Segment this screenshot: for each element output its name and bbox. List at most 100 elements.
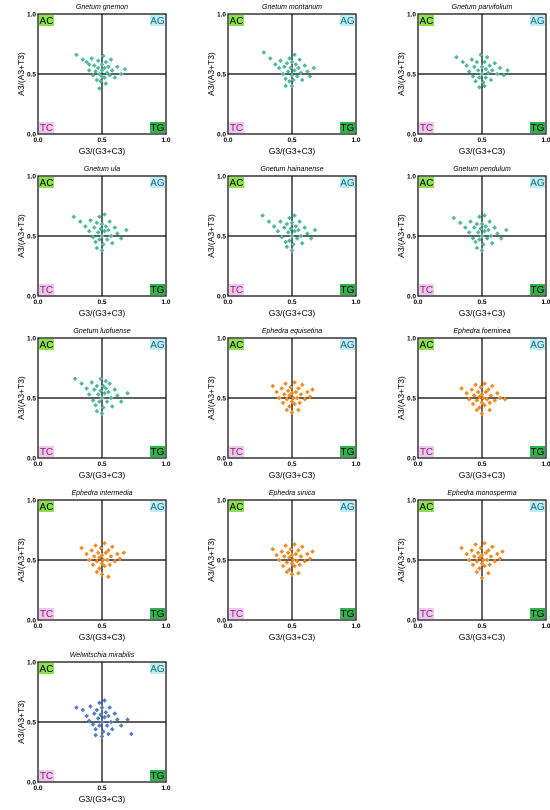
data-point <box>92 63 97 68</box>
data-point <box>100 242 106 247</box>
data-point <box>99 561 105 566</box>
x-tick-label: 0.0 <box>223 623 232 630</box>
y-tick-label: 1.0 <box>217 12 226 19</box>
data-point <box>90 72 96 78</box>
quadrant-label-tg-bg <box>530 608 545 619</box>
data-point <box>296 227 301 233</box>
data-point <box>93 543 98 548</box>
data-point <box>117 556 123 562</box>
quadrant-label-tg-bg <box>530 446 545 457</box>
scatter-svg: Ephedra foeminea AC AG TC TG 0.00.0 0.5 0.5 1.0 1… <box>396 328 550 480</box>
quadrant-label-ag-bg <box>150 501 165 512</box>
scatter-svg: Welwitschia mirabilis AC AG TC TG 0.00.0 0.5 0.… <box>16 652 171 804</box>
data-point <box>287 555 292 560</box>
y-axis-label: A3/(A3+T3) <box>396 376 406 420</box>
scatter-panel: Ephedra equisetina AC AG TC TG 0.0 0.0 0.5 0.5 1.… <box>206 324 378 482</box>
chart-title: Gnetum pendulum <box>453 166 511 173</box>
x-tick-label: 0.5 <box>97 137 106 144</box>
quadrant-label-tc-bg <box>229 122 244 133</box>
scatter-svg: Gnetum ula AC AG TC TG 0.00.0 0.5 0.5 1.0 1.0 G3/(… <box>16 166 171 318</box>
data-point <box>289 59 295 65</box>
data-point <box>106 548 111 553</box>
data-point <box>290 77 296 83</box>
scatter-svg: Gnetum luofuense AC AG TC TG 0.00.0 0.5 0.5 1.0 1… <box>16 328 171 480</box>
quadrant-label-tc-bg <box>39 122 54 133</box>
data-point <box>474 221 480 227</box>
data-point <box>479 233 485 239</box>
data-point <box>92 711 97 716</box>
data-point <box>99 221 105 227</box>
data-point <box>283 543 288 548</box>
data-point <box>274 552 279 558</box>
scatter-panel: Gnetum pendulum AC AG TC TG 0.0 0.0 0.5 0.5 1.0 1.… <box>396 162 550 320</box>
quadrant-label-ac-bg <box>419 177 434 188</box>
data-point <box>289 410 295 415</box>
data-point <box>488 554 494 559</box>
data-point <box>99 705 105 710</box>
data-point <box>474 59 480 65</box>
chart-title: Gnetum ula <box>84 166 120 173</box>
data-point <box>293 62 299 67</box>
x-tick-label: 1.0 <box>351 461 360 468</box>
data-point <box>93 239 98 245</box>
data-point <box>290 395 296 401</box>
quadrant-label-ac: AC <box>420 340 434 351</box>
x-tick-label: 1.0 <box>161 623 170 630</box>
y-tick-label: 0.5 <box>217 396 226 403</box>
quadrant-label-tc: TC <box>420 609 433 620</box>
quadrant-label-tg-bg <box>340 608 355 619</box>
y-tick-label: 0.5 <box>27 558 36 565</box>
x-tick-label: 1.0 <box>161 461 170 468</box>
x-tick-label: 1.0 <box>541 137 550 144</box>
data-point <box>99 572 105 577</box>
data-point <box>99 734 105 739</box>
data-point <box>93 732 98 738</box>
y-tick-label: 0.5 <box>217 558 226 565</box>
quadrant-label-tg-bg <box>530 122 545 133</box>
data-point <box>489 544 495 550</box>
data-point <box>454 54 459 60</box>
data-point <box>90 722 96 727</box>
quadrant-label-ac-bg <box>229 501 244 512</box>
data-point <box>289 561 295 566</box>
x-tick-label: 0.0 <box>33 623 42 630</box>
x-tick-label: 0.0 <box>413 461 422 468</box>
data-point <box>104 399 110 404</box>
quadrant-label-ag-bg <box>150 339 165 350</box>
data-point <box>504 227 509 233</box>
quadrant-label-tc-bg <box>419 122 434 133</box>
data-point <box>474 245 480 251</box>
scatter-svg: Ephedra intermedia AC AG TC TG 0.00.0 0.5 0.5 1.… <box>16 490 171 642</box>
y-tick-label: 0.5 <box>27 72 36 79</box>
data-point <box>103 386 109 391</box>
data-point <box>90 562 96 568</box>
data-point <box>97 700 102 706</box>
chart-title: Ephedra monosperma <box>447 490 516 497</box>
data-point <box>285 69 291 74</box>
data-point <box>294 74 300 79</box>
quadrant-label-tg: TG <box>151 609 165 620</box>
data-point <box>115 64 120 70</box>
data-point <box>285 230 291 235</box>
y-tick-label: 0.0 <box>217 294 226 301</box>
y-tick-label: 0.0 <box>407 618 416 625</box>
y-tick-label: 1.0 <box>407 174 416 181</box>
data-point <box>482 540 487 546</box>
data-point <box>482 213 487 218</box>
data-point <box>479 71 485 77</box>
data-point <box>492 558 498 564</box>
data-point <box>289 233 295 239</box>
y-tick-label: 1.0 <box>407 12 416 19</box>
quadrant-label-ag: AG <box>340 16 355 27</box>
quadrant-label-tg: TG <box>151 771 165 782</box>
chart-title: Ephedra foeminea <box>453 328 510 335</box>
x-tick-label: 0.0 <box>33 785 42 792</box>
data-point <box>284 407 290 413</box>
data-point <box>98 712 104 718</box>
quadrant-label-tg-bg <box>340 446 355 457</box>
y-tick-label: 1.0 <box>407 498 416 505</box>
quadrant-label-tc-bg <box>39 770 54 781</box>
data-point <box>83 224 88 229</box>
y-tick-label: 0.5 <box>407 72 416 79</box>
data-point <box>103 81 109 86</box>
